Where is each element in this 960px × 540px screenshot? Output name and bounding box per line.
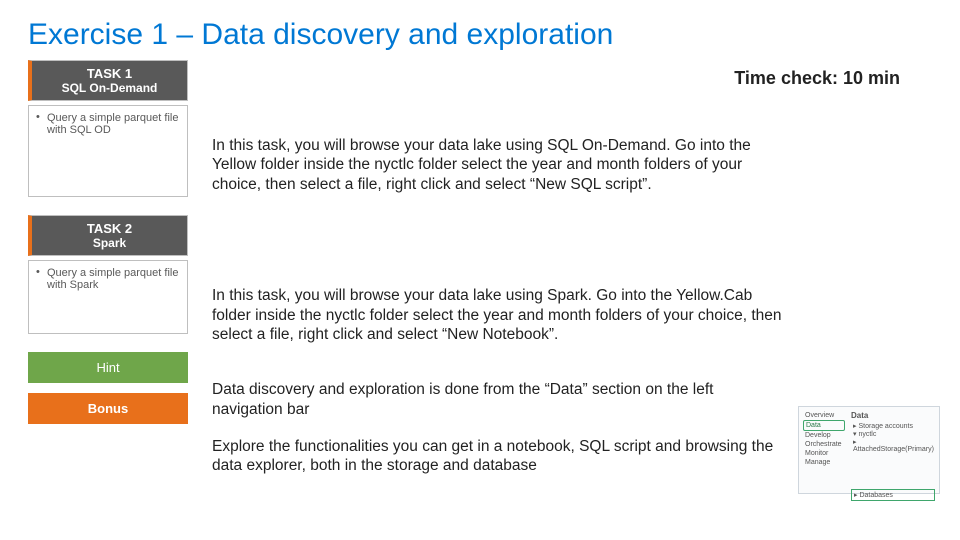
task2-title: TASK 2	[36, 221, 183, 236]
screenshot-thumbnail: OverviewDataDevelopOrchestrateMonitorMan…	[798, 406, 940, 494]
paragraph-bonus: Explore the functionalities you can get …	[212, 437, 782, 476]
thumb-nav-item: Manage	[803, 458, 845, 467]
task1-title: TASK 1	[36, 66, 183, 81]
thumb-nav-item: Overview	[803, 411, 845, 420]
hint-box: Hint	[28, 352, 188, 383]
thumb-nav-item: Data	[803, 420, 845, 431]
task1-subtitle: SQL On-Demand	[36, 81, 183, 95]
task2-header: TASK 2 Spark	[28, 215, 188, 256]
task2-subtitle: Spark	[36, 236, 183, 250]
paragraph-task1: In this task, you will browse your data …	[212, 136, 782, 194]
task1-header: TASK 1 SQL On-Demand	[28, 60, 188, 101]
thumb-pane: Data ▸ Storage accounts ▾ nyctlc ▸ Attac…	[851, 411, 935, 489]
thumb-line: ▸ AttachedStorage(Primary)	[851, 438, 935, 453]
paragraph-task2: In this task, you will browse your data …	[212, 286, 782, 344]
thumb-nav-item: Develop	[803, 431, 845, 440]
time-check: Time check: 10 min	[734, 68, 900, 89]
bonus-box: Bonus	[28, 393, 188, 424]
thumb-line: ▸ Storage accounts	[851, 422, 935, 430]
thumb-line: ▾ nyctlc	[851, 430, 935, 438]
task2-desc: Query a simple parquet file with Spark	[28, 260, 188, 334]
page-title: Exercise 1 – Data discovery and explorat…	[28, 18, 932, 52]
left-column: TASK 1 SQL On-Demand Query a simple parq…	[28, 60, 188, 476]
thumb-boxed: ▸ Databases	[851, 489, 935, 501]
thumb-nav: OverviewDataDevelopOrchestrateMonitorMan…	[803, 411, 845, 467]
thumb-nav-item: Monitor	[803, 449, 845, 458]
thumb-nav-item: Orchestrate	[803, 440, 845, 449]
task1-desc: Query a simple parquet file with SQL OD	[28, 105, 188, 197]
thumb-pane-header: Data	[851, 411, 935, 420]
paragraph-hint: Data discovery and exploration is done f…	[212, 380, 782, 419]
